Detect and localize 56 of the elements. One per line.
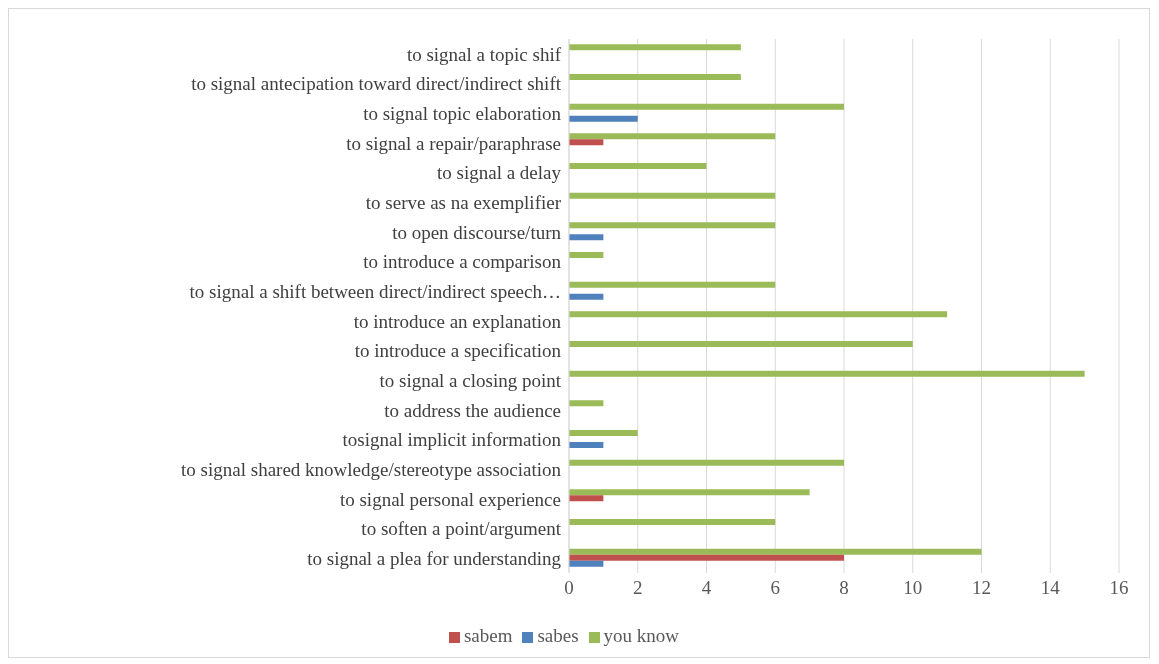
x-tick-label: 6 — [770, 577, 780, 599]
legend-label: sabes — [537, 625, 579, 646]
y-tick-label: to open discourse/turn — [392, 221, 562, 243]
y-tick-label: to signal a delay — [437, 162, 562, 184]
bar — [569, 370, 1085, 377]
legend-label: sabem — [463, 625, 513, 646]
bar — [569, 459, 844, 466]
bar — [569, 560, 604, 567]
y-tick-label: to signal personal experience — [339, 488, 561, 510]
y-tick-label: to signal topic elaboration — [363, 102, 562, 124]
bar — [569, 293, 604, 300]
bar — [569, 281, 776, 288]
bar — [569, 341, 913, 348]
bar — [569, 222, 776, 229]
y-tick-label: tosignal implicit information — [342, 429, 562, 451]
bar — [569, 133, 776, 140]
y-tick-label: to signal a topic shif — [406, 43, 562, 65]
y-tick-label: to signal a closing point — [379, 369, 562, 391]
y-tick-label: to signal shared knowledge/stereotype association — [181, 458, 562, 480]
bar — [569, 163, 707, 170]
y-tick-label: to address the audience — [384, 399, 561, 421]
bar — [569, 103, 844, 110]
bar — [569, 139, 604, 146]
y-tick-label: to signal antecipation toward direct/indirect shift — [191, 73, 562, 95]
x-tick-label: 14 — [1040, 577, 1061, 599]
y-tick-label: to introduce a specification — [354, 340, 562, 362]
y-tick-label: to soften a point/argument — [361, 518, 562, 540]
y-tick-label: to introduce a comparison — [363, 251, 562, 273]
x-tick-label: 12 — [972, 577, 991, 599]
x-tick-label: 10 — [903, 577, 923, 599]
bar — [569, 44, 741, 51]
y-tick-label: to signal a shift between direct/indirect speech… — [189, 280, 561, 302]
x-tick-label: 0 — [564, 577, 574, 599]
bar — [569, 548, 982, 555]
y-tick-label: to signal a repair/paraphrase — [346, 132, 561, 154]
bar — [569, 430, 638, 437]
legend-label: you know — [603, 625, 680, 646]
y-tick-label: to introduce an explanation — [353, 310, 562, 332]
x-tick-label: 16 — [1109, 577, 1129, 599]
bar — [569, 489, 810, 496]
bar — [569, 234, 604, 241]
bar — [569, 192, 776, 199]
x-tick-label: 8 — [839, 577, 849, 599]
bar — [569, 252, 604, 259]
bar — [569, 554, 844, 561]
y-tick-label: to signal a plea for understanding — [307, 547, 562, 569]
x-tick-label: 4 — [701, 577, 712, 599]
bar — [569, 442, 604, 449]
y-tick-label: to serve as na exemplifier — [365, 191, 562, 213]
bar — [569, 495, 604, 502]
bar — [569, 519, 776, 526]
bar — [569, 74, 741, 81]
bar — [569, 311, 948, 318]
x-tick-label: 2 — [633, 577, 643, 599]
bar — [569, 115, 638, 122]
bar — [569, 400, 604, 407]
